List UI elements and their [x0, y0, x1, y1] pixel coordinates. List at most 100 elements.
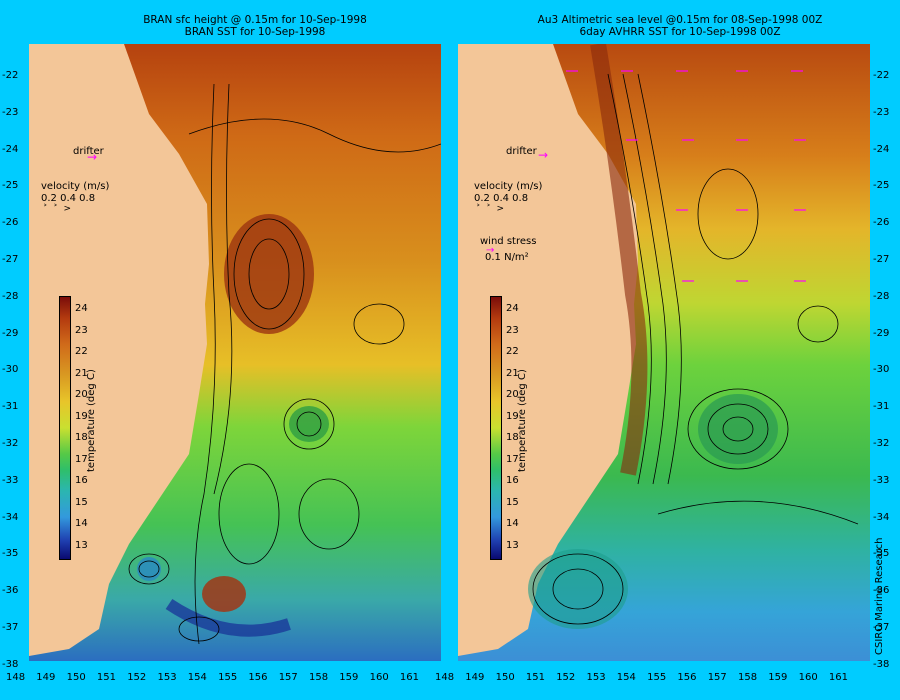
- right-lon-tick: 154: [616, 672, 636, 683]
- right-lon-tick: 157: [707, 672, 727, 683]
- left-lat-tick: -36: [2, 585, 19, 597]
- right-colorbar-tick: 14: [506, 518, 519, 529]
- right-colorbar-tick: 20: [506, 389, 519, 400]
- left-colorbar-tick: 16: [75, 475, 88, 486]
- left-lon-tick: 150: [66, 672, 86, 683]
- right-lon-tick: 151: [525, 672, 545, 683]
- left-colorbar-tick: 18: [75, 432, 88, 443]
- right-lat-tick: -30: [873, 364, 890, 376]
- left-lat-tick: -32: [2, 438, 19, 449]
- right-title-line2: 6day AVHRR SST for 10-Sep-1998 00Z: [579, 26, 781, 38]
- right-colorbar-tick: 23: [506, 324, 519, 336]
- left-sst-map: [29, 44, 441, 661]
- right-lon-tick: 158: [738, 672, 758, 683]
- right-lat-tick: -26: [873, 217, 890, 229]
- right-drifter-label: drifter: [506, 146, 537, 157]
- left-lat-tick: -29: [2, 327, 19, 339]
- right-lon-tick: 152: [556, 672, 576, 683]
- left-lat-tick: -26: [2, 217, 19, 229]
- right-colorbar: [490, 296, 502, 560]
- right-lon-tick: 148: [435, 672, 455, 683]
- left-colorbar-tick: 23: [75, 324, 88, 336]
- wind-stress-value: 0.1 N/m²: [485, 252, 529, 263]
- right-map-panel: drifter → velocity (m/s) 0.2 0.4 0.8 ˃ ˃…: [458, 44, 870, 661]
- right-lon-tick: 161: [828, 672, 848, 683]
- right-lat-tick: -22: [873, 70, 890, 81]
- left-drifter-label: drifter: [73, 146, 104, 157]
- left-lat-tick: -25: [2, 180, 19, 192]
- right-colorbar-tick: 21: [506, 367, 519, 379]
- left-lon-tick: 153: [157, 672, 177, 683]
- left-lon-tick: 157: [278, 672, 298, 683]
- left-lat-tick: -24: [2, 143, 19, 155]
- right-sst-map: [458, 44, 870, 661]
- right-lat-tick: -36: [873, 585, 890, 597]
- right-lat-tick: -33: [873, 474, 890, 486]
- right-colorbar-tick: 16: [506, 475, 519, 486]
- left-lon-tick: 158: [309, 672, 329, 683]
- right-velocity-label: velocity (m/s): [474, 181, 543, 192]
- right-velocity-arrows: ˃ ˃ >: [476, 204, 504, 214]
- left-title-line1: BRAN sfc height @ 0.15m for 10-Sep-1998: [143, 14, 367, 26]
- right-lat-tick: -25: [873, 180, 890, 192]
- right-lat-tick: -37: [873, 622, 890, 633]
- right-lat-tick: -32: [873, 438, 890, 449]
- left-colorbar-tick: 24: [75, 303, 88, 314]
- left-lat-tick: -35: [2, 548, 19, 560]
- right-lat-tick: -35: [873, 548, 890, 560]
- right-title-line1: Au3 Altimetric sea level @0.15m for 08-S…: [537, 14, 823, 26]
- right-colorbar-tick: 22: [506, 346, 519, 357]
- left-lat-tick: -22: [2, 70, 19, 81]
- left-lat-tick: -33: [2, 474, 19, 486]
- right-lon-tick: 160: [798, 672, 818, 683]
- right-lon-tick: 155: [647, 672, 667, 683]
- left-lon-tick: 161: [399, 672, 419, 683]
- left-colorbar-tick: 22: [75, 346, 88, 357]
- right-lat-tick: -28: [873, 290, 890, 302]
- right-colorbar-tick: 18: [506, 432, 519, 443]
- left-lon-tick: 149: [36, 672, 56, 683]
- left-lat-tick: -23: [2, 106, 19, 118]
- right-velocity-scale: 0.2 0.4 0.8: [474, 193, 529, 204]
- left-velocity-scale: 0.2 0.4 0.8: [41, 193, 96, 204]
- right-lon-tick: 149: [465, 672, 485, 683]
- right-colorbar-tick: 13: [506, 539, 519, 551]
- left-velocity-arrows: ˃ ˃ >: [43, 204, 71, 214]
- right-lon-tick: 150: [495, 672, 515, 683]
- left-colorbar-tick: 15: [75, 496, 88, 508]
- left-lon-tick: 152: [127, 672, 147, 683]
- left-drifter-marker: →: [87, 150, 98, 164]
- right-lat-tick: -27: [873, 254, 890, 265]
- right-colorbar-tick: 19: [506, 410, 519, 422]
- left-lat-tick: -27: [2, 254, 19, 265]
- left-lon-tick: 156: [248, 672, 268, 683]
- right-lat-tick: -24: [873, 143, 890, 155]
- right-drifter-marker: →: [538, 148, 549, 162]
- right-lon-tick: 159: [768, 672, 788, 683]
- left-colorbar-tick: 14: [75, 518, 88, 529]
- right-title: Au3 Altimetric sea level @0.15m for 08-S…: [480, 14, 880, 38]
- right-lat-tick: -31: [873, 401, 890, 413]
- left-lon-tick: 159: [339, 672, 359, 683]
- right-colorbar-tick: 17: [506, 453, 519, 465]
- left-lat-tick: -38: [2, 658, 19, 670]
- right-lon-tick: 153: [586, 672, 606, 683]
- left-title: BRAN sfc height @ 0.15m for 10-Sep-1998 …: [60, 14, 450, 38]
- left-lat-tick: -37: [2, 622, 19, 633]
- left-colorbar-tick: 20: [75, 389, 88, 400]
- left-lon-tick: 148: [6, 672, 26, 683]
- right-lat-tick: -38: [873, 658, 890, 670]
- left-colorbar: [59, 296, 71, 560]
- right-lat-tick: -29: [873, 327, 890, 339]
- right-colorbar-tick: 15: [506, 496, 519, 508]
- left-map-panel: drifter → velocity (m/s) 0.2 0.4 0.8 ˃ ˃…: [29, 44, 441, 661]
- left-lat-tick: -30: [2, 364, 19, 376]
- credit-text: CSIRO Marine Research: [874, 537, 885, 655]
- left-lat-tick: -34: [2, 511, 19, 523]
- left-lon-tick: 151: [96, 672, 116, 683]
- left-lat-tick: -28: [2, 290, 19, 302]
- right-lon-tick: 156: [677, 672, 697, 683]
- left-lon-tick: 154: [187, 672, 207, 683]
- left-title-line2: BRAN SST for 10-Sep-1998: [184, 26, 326, 38]
- right-lat-tick: -23: [873, 106, 890, 118]
